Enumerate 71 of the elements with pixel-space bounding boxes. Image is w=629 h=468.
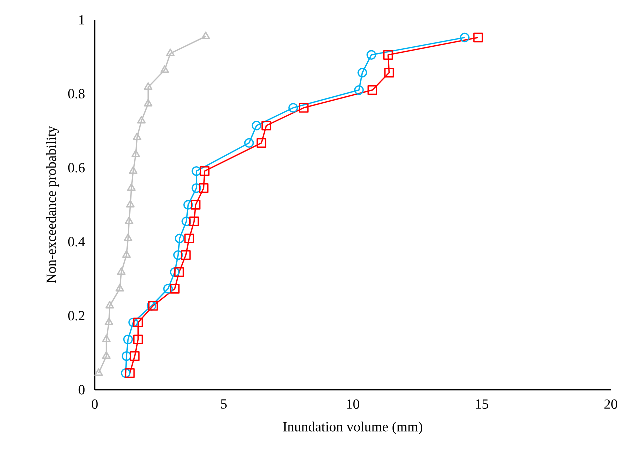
- x-tick-label: 5: [221, 400, 227, 409]
- point: [102, 334, 111, 342]
- point: [191, 200, 201, 210]
- point: [173, 250, 184, 260]
- point: [384, 68, 394, 78]
- y-axis-title: Non-exceedance probability: [46, 126, 60, 284]
- point: [299, 103, 309, 113]
- point: [127, 184, 136, 192]
- point: [163, 284, 174, 294]
- point: [123, 334, 134, 345]
- point: [184, 200, 194, 210]
- point: [184, 234, 194, 244]
- y-tick-label: 0: [78, 385, 85, 395]
- point: [288, 103, 298, 113]
- point: [199, 184, 209, 194]
- y-tick-label: 0.2: [68, 311, 85, 321]
- point: [117, 267, 126, 276]
- point: [262, 120, 272, 131]
- point: [474, 32, 484, 43]
- point: [175, 234, 185, 244]
- point: [130, 351, 140, 362]
- point: [368, 85, 378, 96]
- point: [252, 120, 262, 131]
- point: [192, 184, 202, 194]
- point: [125, 216, 134, 224]
- point: [126, 200, 135, 208]
- point: [354, 85, 364, 96]
- point: [202, 32, 210, 40]
- point: [460, 32, 470, 43]
- point: [144, 99, 153, 107]
- point: [182, 216, 192, 226]
- x-tick-label: 10: [347, 400, 360, 410]
- point: [358, 68, 368, 78]
- x-tick-label: 0: [92, 400, 98, 410]
- point: [116, 284, 124, 292]
- point: [94, 368, 104, 376]
- x-axis-title: Inundation volume (mm): [283, 422, 423, 435]
- point: [170, 284, 180, 294]
- point: [129, 166, 138, 174]
- point: [144, 82, 153, 90]
- y-tick-label: 0.4: [68, 237, 86, 247]
- point: [106, 301, 114, 309]
- point: [174, 267, 184, 278]
- point: [366, 50, 376, 60]
- point: [124, 234, 133, 242]
- point: [133, 334, 144, 345]
- point: [133, 318, 144, 328]
- point: [125, 368, 135, 378]
- y-tick-label: 0.8: [68, 89, 85, 99]
- point: [121, 368, 131, 378]
- x-tick-label: 20: [604, 400, 618, 410]
- point: [181, 250, 191, 260]
- point: [160, 65, 170, 74]
- point: [104, 318, 114, 326]
- point: [122, 250, 132, 258]
- point: [189, 216, 200, 226]
- point: [170, 267, 180, 278]
- y-tick-label: 1: [80, 15, 85, 25]
- point: [133, 132, 142, 140]
- point: [192, 166, 202, 176]
- point: [102, 351, 111, 360]
- point: [244, 138, 254, 148]
- point: [166, 48, 175, 56]
- y-tick-label: 0.6: [68, 163, 85, 173]
- point: [132, 150, 140, 158]
- point: [256, 138, 267, 148]
- point: [384, 50, 394, 60]
- x-tick-label: 15: [476, 400, 488, 409]
- point: [137, 116, 146, 124]
- point: [200, 166, 210, 176]
- point: [128, 318, 138, 328]
